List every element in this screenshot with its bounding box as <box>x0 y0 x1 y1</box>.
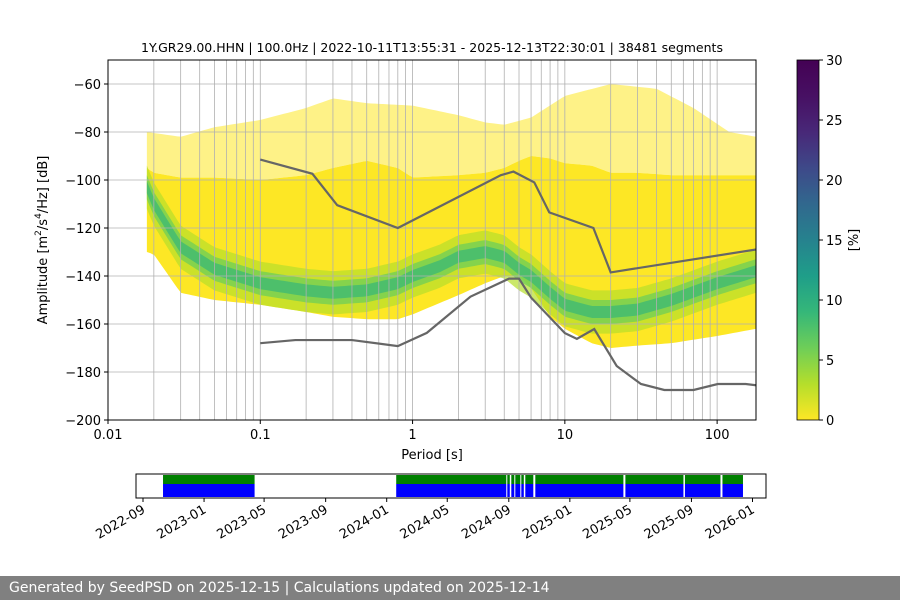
coverage-blue-bar <box>722 484 743 497</box>
footer-bar: Generated by SeedPSD on 2025-12-15 | Cal… <box>0 576 900 600</box>
nhnm-curve <box>259 158 756 274</box>
timeline-tick-label: 2024-01 <box>337 502 392 542</box>
y-axis-label-part: 4 <box>34 213 44 219</box>
timeline-tick-label: 2023-09 <box>276 502 331 542</box>
coverage-blue-bar <box>511 484 515 497</box>
y-tick-label: −60 <box>74 78 101 93</box>
x-tick-label: 1 <box>408 428 416 443</box>
timeline-tick-label: 2026-01 <box>703 502 758 542</box>
coverage-blue-bar <box>535 484 624 497</box>
colorbar-tick-label: 0 <box>826 414 834 429</box>
coverage-blue-bar <box>525 484 534 497</box>
timeline-tick-label: 2022-09 <box>93 502 148 542</box>
timeline-tick-label: 2025-01 <box>520 502 575 542</box>
y-axis-label-part: Amplitude [m <box>36 236 51 325</box>
coverage-blue-bar <box>521 484 524 497</box>
coverage-green-bar <box>525 475 534 484</box>
y-tick-label: −180 <box>65 366 101 381</box>
plot-frame <box>107 59 757 421</box>
coverage-blue-bar <box>625 484 684 497</box>
colorbar-label: [%] <box>847 229 862 252</box>
coverage-blue-bar <box>396 484 507 497</box>
colorbar-tick-label: 10 <box>826 294 843 309</box>
y-tick-label: −100 <box>65 174 101 189</box>
coverage-green-bar <box>535 475 624 484</box>
y-axis-label: Amplitude [m2/s4/Hz] [dB] <box>34 156 51 325</box>
y-tick-label: −80 <box>74 126 101 141</box>
x-tick-label: 0.01 <box>94 428 123 443</box>
density-band-core <box>146 181 756 318</box>
x-tick-label: 10 <box>557 428 574 443</box>
coverage-green-bar <box>521 475 524 484</box>
colorbar-tick-label: 5 <box>826 354 834 369</box>
coverage-green-bar <box>511 475 515 484</box>
coverage-green-bar <box>396 475 507 484</box>
figure: 1Y.GR29.00.HHN | 100.0Hz | 2022-10-11T13… <box>34 40 862 543</box>
chart-title: 1Y.GR29.00.HHN | 100.0Hz | 2022-10-11T13… <box>141 40 723 55</box>
y-axis-label-part: /s <box>36 219 51 230</box>
coverage-green-bar <box>684 475 721 484</box>
y-tick-label: −200 <box>65 414 101 429</box>
colorbar-tick-label: 30 <box>826 54 843 69</box>
timeline-tick-label: 2023-01 <box>155 502 210 542</box>
coverage-green-bar <box>515 475 521 484</box>
coverage-blue-bar <box>684 484 721 497</box>
nlnm-curve <box>260 277 756 392</box>
y-tick-label: −140 <box>65 270 101 285</box>
timeline-tick-label: 2025-09 <box>642 502 697 542</box>
coverage-green-bar <box>507 475 510 484</box>
colorbar <box>796 59 820 421</box>
footer-text: Generated by SeedPSD on 2025-12-15 | Cal… <box>9 580 550 596</box>
coverage-blue-bar <box>515 484 521 497</box>
x-tick-label: 0.1 <box>250 428 271 443</box>
x-axis-label: Period [s] <box>401 448 463 463</box>
colorbar-tick-label: 20 <box>826 174 843 189</box>
coverage-green-bar <box>625 475 684 484</box>
coverage-green-bar <box>163 475 255 484</box>
y-axis-label-part: 2 <box>34 230 44 236</box>
coverage-blue-bar <box>507 484 510 497</box>
coverage-blue-bar <box>163 484 255 497</box>
y-tick-label: −120 <box>65 222 101 237</box>
coverage-green-bar <box>722 475 743 484</box>
timeline-tick-label: 2024-09 <box>459 502 514 542</box>
timeline-tick-label: 2023-05 <box>215 502 270 542</box>
y-axis-label-part: /Hz] [dB] <box>36 156 51 214</box>
y-tick-label: −160 <box>65 318 101 333</box>
timeline-tick-label: 2024-05 <box>398 502 453 542</box>
timeline-tick-label: 2025-05 <box>580 502 635 542</box>
colorbar-tick-label: 15 <box>826 234 843 249</box>
x-tick-label: 100 <box>705 428 730 443</box>
colorbar-tick-label: 25 <box>826 114 843 129</box>
